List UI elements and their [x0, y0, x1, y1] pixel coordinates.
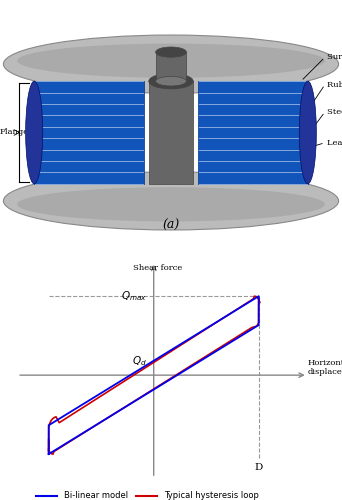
Ellipse shape [3, 35, 339, 93]
Ellipse shape [26, 81, 43, 184]
Text: (a): (a) [162, 218, 180, 232]
Bar [149, 81, 193, 184]
Legend: Bi-linear model, Typical hysteresis loop: Bi-linear model, Typical hysteresis loop [33, 488, 262, 500]
Polygon shape [198, 81, 308, 184]
Ellipse shape [149, 74, 193, 89]
Text: $Q_{max}$: $Q_{max}$ [121, 290, 147, 303]
Text: Shear force: Shear force [133, 264, 183, 272]
Polygon shape [34, 81, 144, 184]
Ellipse shape [17, 187, 325, 222]
Ellipse shape [3, 172, 339, 230]
Text: Flanges: Flanges [0, 128, 34, 136]
Text: Lead plug: Lead plug [327, 139, 342, 147]
Ellipse shape [156, 76, 186, 86]
Ellipse shape [156, 47, 186, 58]
Text: Steel plates: Steel plates [327, 108, 342, 116]
Text: Surface rubber: Surface rubber [327, 54, 342, 62]
Text: Horizontal
displacement: Horizontal displacement [308, 358, 342, 376]
Text: Rubber layers: Rubber layers [327, 80, 342, 88]
Ellipse shape [17, 44, 325, 78]
Text: D: D [254, 462, 263, 471]
Text: $Q_d$: $Q_d$ [132, 354, 147, 368]
Ellipse shape [299, 81, 316, 184]
Bar [156, 52, 186, 81]
